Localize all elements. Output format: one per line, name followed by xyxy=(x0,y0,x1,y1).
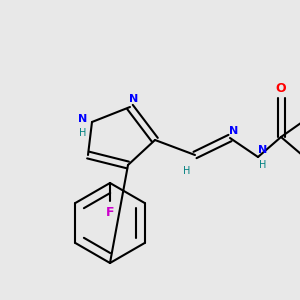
Text: N: N xyxy=(78,114,88,124)
Text: N: N xyxy=(258,145,268,155)
Text: O: O xyxy=(276,82,286,94)
Text: F: F xyxy=(106,206,114,218)
Text: N: N xyxy=(230,126,238,136)
Text: H: H xyxy=(79,128,87,138)
Text: H: H xyxy=(183,166,191,176)
Text: H: H xyxy=(259,160,267,170)
Text: N: N xyxy=(129,94,139,104)
